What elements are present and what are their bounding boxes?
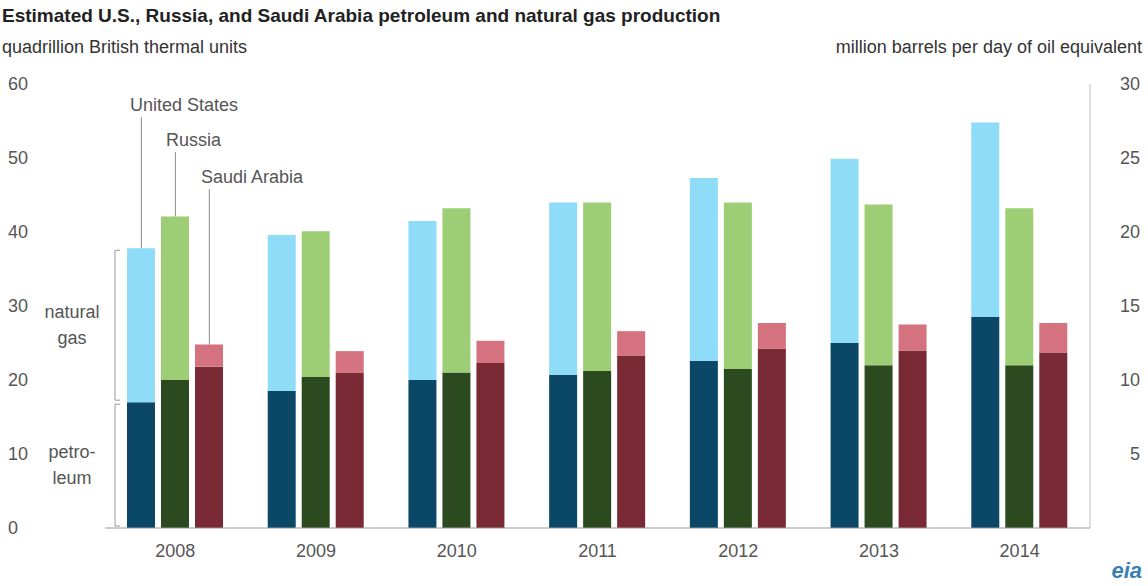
- svg-text:50: 50: [8, 148, 28, 168]
- svg-text:2012: 2012: [718, 541, 758, 561]
- svg-text:gas: gas: [57, 328, 86, 348]
- svg-text:Russia: Russia: [166, 130, 222, 150]
- svg-text:5: 5: [1130, 444, 1140, 464]
- svg-text:10: 10: [8, 444, 28, 464]
- svg-text:30: 30: [8, 296, 28, 316]
- svg-text:0: 0: [8, 518, 18, 538]
- svg-text:Estimated U.S., Russia, and Sa: Estimated U.S., Russia, and Saudi Arabia…: [8, 5, 720, 26]
- svg-text:leum: leum: [52, 468, 91, 488]
- svg-text:10: 10: [1120, 370, 1140, 390]
- svg-text:Saudi Arabia: Saudi Arabia: [201, 167, 304, 187]
- svg-text:quadrillion British thermal un: quadrillion British thermal units: [8, 37, 247, 57]
- svg-text:2014: 2014: [1000, 541, 1040, 561]
- svg-text:petro-: petro-: [48, 442, 95, 462]
- svg-text:40: 40: [8, 222, 28, 242]
- svg-text:2013: 2013: [859, 541, 899, 561]
- svg-text:30: 30: [1120, 74, 1140, 94]
- svg-text:United States: United States: [130, 95, 238, 115]
- svg-text:60: 60: [8, 74, 28, 94]
- svg-text:million barrels per day of oil: million barrels per day of oil equivalen…: [836, 37, 1140, 57]
- svg-text:2008: 2008: [155, 541, 195, 561]
- svg-text:2011: 2011: [578, 541, 617, 561]
- svg-text:20: 20: [8, 370, 28, 390]
- svg-text:natural: natural: [44, 302, 99, 322]
- svg-text:2009: 2009: [296, 541, 336, 561]
- svg-text:eia: eia: [1111, 558, 1140, 583]
- svg-text:2010: 2010: [437, 541, 477, 561]
- svg-text:25: 25: [1120, 148, 1140, 168]
- svg-text:20: 20: [1120, 222, 1140, 242]
- svg-text:15: 15: [1120, 296, 1140, 316]
